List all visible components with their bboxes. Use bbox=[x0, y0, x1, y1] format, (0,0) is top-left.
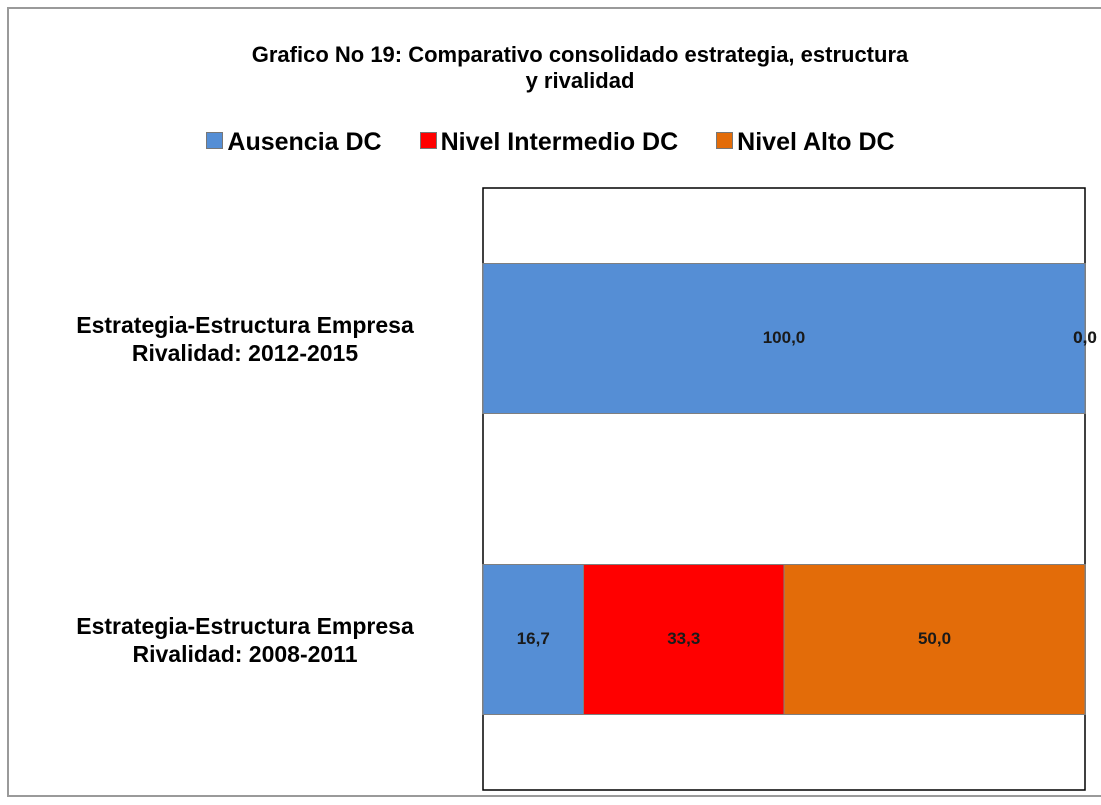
legend-swatch bbox=[716, 132, 734, 149]
data-label: 0,0 bbox=[1073, 328, 1097, 347]
legend-swatch bbox=[419, 132, 437, 149]
bar-segment bbox=[482, 263, 1086, 414]
legend-label: Ausencia DC bbox=[227, 128, 382, 156]
bar-segment bbox=[583, 564, 785, 715]
legend-swatch bbox=[206, 132, 224, 149]
legend-item: Nivel Intermedio DC bbox=[419, 128, 679, 157]
data-label: 16,7 bbox=[517, 629, 550, 648]
bar-segment bbox=[783, 564, 1086, 715]
legend-label: Nivel Alto DC bbox=[737, 128, 895, 156]
chart-frame bbox=[7, 7, 1101, 797]
data-label: 0,0 bbox=[1073, 328, 1097, 347]
y-tick-label: Estrategia-Estructura Empresa Rivalidad:… bbox=[76, 612, 414, 667]
legend-item: Ausencia DC bbox=[206, 128, 382, 157]
plot-frame bbox=[482, 187, 1086, 791]
data-label: 100,0 bbox=[763, 328, 806, 347]
legend-item: Nivel Alto DC bbox=[716, 128, 895, 157]
legend-label: Nivel Intermedio DC bbox=[440, 128, 679, 156]
bar-segment bbox=[482, 564, 585, 715]
data-label: 50,0 bbox=[918, 629, 951, 648]
chart-title: Grafico No 19: Comparativo consolidado e… bbox=[251, 42, 909, 93]
data-label: 33,3 bbox=[667, 629, 700, 648]
legend: Ausencia DC Nivel Intermedio DC Nivel Alto… bbox=[0, 128, 1101, 157]
y-tick-label: Estrategia-Estructura Empresa Rivalidad:… bbox=[76, 311, 414, 366]
